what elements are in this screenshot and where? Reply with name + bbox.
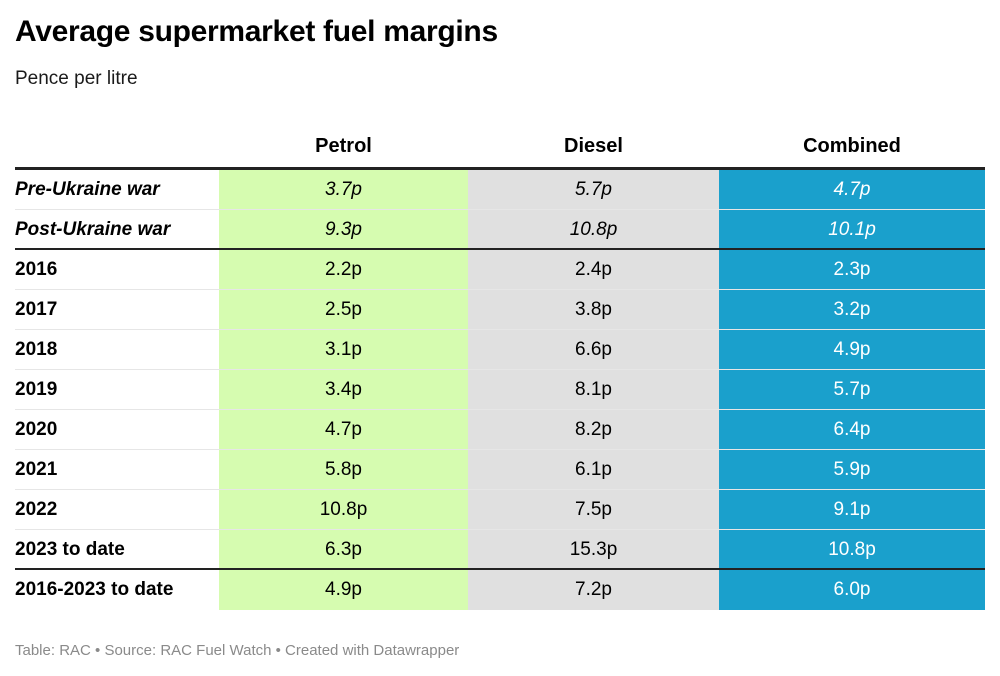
row-label: 2023 to date xyxy=(15,539,125,560)
header-label-blank xyxy=(15,126,219,167)
header-combined: Combined xyxy=(803,135,901,157)
chart-subtitle: Pence per litre xyxy=(15,68,138,89)
petrol-value-cell: 5.8p xyxy=(219,450,468,489)
chart-footer: Table: RAC • Source: RAC Fuel Watch • Cr… xyxy=(15,642,460,659)
table-row: 2018 3.1p 6.6p 4.9p xyxy=(15,330,985,370)
row-label: 2016-2023 to date xyxy=(15,579,174,600)
diesel-value-cell: 7.2p xyxy=(468,570,719,610)
combined-value-cell: 4.9p xyxy=(719,330,985,369)
petrol-value-cell: 2.5p xyxy=(219,290,468,329)
row-label: 2022 xyxy=(15,499,58,520)
header-petrol: Petrol xyxy=(315,135,372,157)
petrol-value-cell: 10.8p xyxy=(219,490,468,529)
table-row: Pre-Ukraine war 3.7p 5.7p 4.7p xyxy=(15,170,985,210)
table-body: Pre-Ukraine war 3.7p 5.7p 4.7p Post-Ukraine … xyxy=(15,170,985,610)
table-header: Petrol Diesel Combined xyxy=(15,126,985,170)
table-row: 2017 2.5p 3.8p 3.2p xyxy=(15,290,985,330)
combined-value-cell: 5.9p xyxy=(719,450,985,489)
combined-value-cell: 2.3p xyxy=(719,250,985,289)
petrol-value-cell: 3.4p xyxy=(219,370,468,409)
row-label: Post-Ukraine war xyxy=(15,219,171,240)
table-row: 2020 4.7p 8.2p 6.4p xyxy=(15,410,985,450)
diesel-value-cell: 8.2p xyxy=(468,410,719,449)
combined-value-cell: 6.4p xyxy=(719,410,985,449)
row-label: 2018 xyxy=(15,339,58,360)
diesel-value-cell: 5.7p xyxy=(468,170,719,209)
combined-value-cell: 9.1p xyxy=(719,490,985,529)
table-row: 2022 10.8p 7.5p 9.1p xyxy=(15,490,985,530)
combined-value-cell: 6.0p xyxy=(719,570,985,610)
row-label: Pre-Ukraine war xyxy=(15,179,160,200)
combined-value-cell: 10.1p xyxy=(719,210,985,248)
petrol-value-cell: 2.2p xyxy=(219,250,468,289)
petrol-value-cell: 4.7p xyxy=(219,410,468,449)
header-diesel: Diesel xyxy=(564,135,623,157)
diesel-value-cell: 2.4p xyxy=(468,250,719,289)
diesel-value-cell: 15.3p xyxy=(468,530,719,568)
table-row: 2019 3.4p 8.1p 5.7p xyxy=(15,370,985,410)
diesel-value-cell: 10.8p xyxy=(468,210,719,248)
table-row: 2016-2023 to date 4.9p 7.2p 6.0p xyxy=(15,570,985,610)
row-label: 2021 xyxy=(15,459,58,480)
petrol-value-cell: 4.9p xyxy=(219,570,468,610)
combined-value-cell: 3.2p xyxy=(719,290,985,329)
diesel-value-cell: 8.1p xyxy=(468,370,719,409)
row-label: 2017 xyxy=(15,299,58,320)
combined-value-cell: 4.7p xyxy=(719,170,985,209)
diesel-value-cell: 6.6p xyxy=(468,330,719,369)
petrol-value-cell: 9.3p xyxy=(219,210,468,248)
row-label: 2016 xyxy=(15,259,58,280)
petrol-value-cell: 3.1p xyxy=(219,330,468,369)
combined-value-cell: 5.7p xyxy=(719,370,985,409)
row-label: 2020 xyxy=(15,419,58,440)
table-row: 2021 5.8p 6.1p 5.9p xyxy=(15,450,985,490)
combined-value-cell: 10.8p xyxy=(719,530,985,568)
petrol-value-cell: 3.7p xyxy=(219,170,468,209)
row-label: 2019 xyxy=(15,379,58,400)
margins-table: Petrol Diesel Combined Pre-Ukraine war 3.… xyxy=(15,126,985,610)
diesel-value-cell: 7.5p xyxy=(468,490,719,529)
table-row: 2023 to date 6.3p 15.3p 10.8p xyxy=(15,530,985,570)
petrol-value-cell: 6.3p xyxy=(219,530,468,568)
chart-title: Average supermarket fuel margins xyxy=(15,15,498,48)
table-row: Post-Ukraine war 9.3p 10.8p 10.1p xyxy=(15,210,985,250)
table-row: 2016 2.2p 2.4p 2.3p xyxy=(15,250,985,290)
diesel-value-cell: 6.1p xyxy=(468,450,719,489)
diesel-value-cell: 3.8p xyxy=(468,290,719,329)
